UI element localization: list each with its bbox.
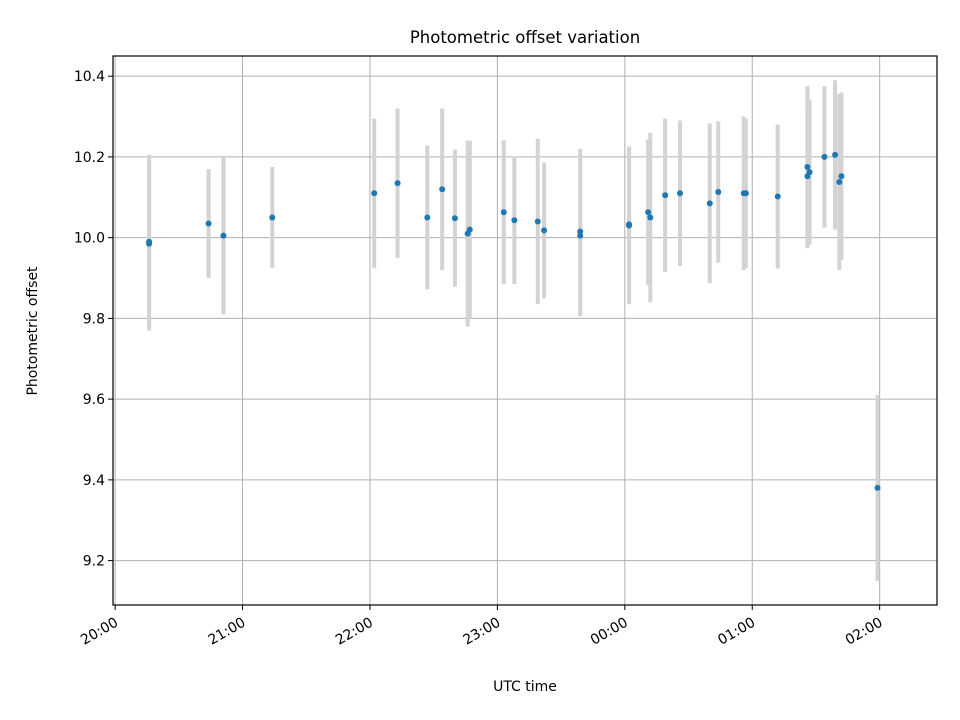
x-axis-label: UTC time (493, 679, 557, 695)
y-tick-label: 9.4 (83, 473, 105, 489)
data-point (500, 209, 507, 216)
data-point (451, 215, 458, 222)
data-point (662, 192, 669, 199)
data-point (677, 190, 684, 197)
data-point (394, 180, 401, 187)
data-point (821, 153, 828, 160)
y-tick-label: 9.6 (83, 392, 105, 408)
data-point (466, 226, 473, 233)
plot-frame (112, 55, 938, 606)
data-point (146, 238, 153, 245)
data-point (371, 190, 378, 197)
y-tick-label: 10.2 (74, 150, 105, 166)
data-point (806, 169, 813, 176)
data-point (269, 214, 276, 221)
data-point (424, 214, 431, 221)
data-point (804, 164, 811, 171)
data-point (706, 200, 713, 207)
point-layer (146, 151, 881, 491)
data-point (645, 209, 652, 216)
data-point (205, 220, 212, 227)
y-tick-label: 9.8 (83, 311, 105, 327)
data-point (836, 178, 843, 185)
grid-layer (113, 56, 937, 605)
data-point (577, 228, 584, 235)
data-point (715, 189, 722, 196)
data-point (220, 232, 227, 239)
data-point (626, 221, 633, 228)
data-point (774, 193, 781, 200)
data-point (541, 227, 548, 234)
data-point (832, 151, 839, 158)
y-tick-label: 9.2 (83, 554, 105, 570)
data-point (838, 173, 845, 180)
data-point (439, 186, 446, 193)
data-point (511, 217, 518, 224)
data-point (742, 190, 749, 197)
y-tick-label: 10.4 (74, 69, 105, 85)
chart-title: Photometric offset variation (410, 28, 640, 47)
data-point (534, 218, 541, 225)
data-point (647, 214, 654, 221)
y-axis-label: Photometric offset (25, 266, 41, 396)
y-tick-label: 10.0 (74, 231, 105, 247)
data-point (874, 484, 881, 491)
